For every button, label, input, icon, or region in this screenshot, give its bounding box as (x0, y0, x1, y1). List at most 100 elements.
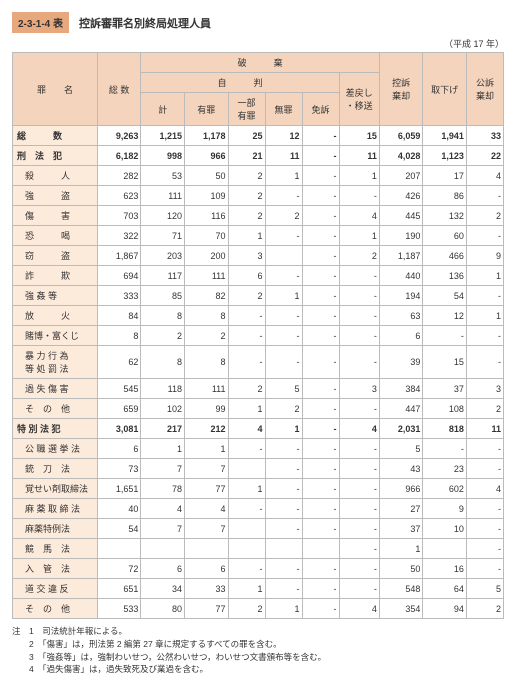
cell: 63 (379, 306, 423, 326)
cell: - (339, 479, 379, 499)
cell: - (302, 346, 339, 379)
cell: 548 (379, 579, 423, 599)
cell: - (466, 559, 503, 579)
cell: 4 (339, 419, 379, 439)
cell: - (466, 346, 503, 379)
row-label: 競 馬 法 (13, 539, 98, 559)
cell: 39 (379, 346, 423, 379)
cell: 54 (97, 519, 141, 539)
cell: 6,059 (379, 126, 423, 146)
cell: - (302, 499, 339, 519)
cell: - (339, 539, 379, 559)
cell: 84 (97, 306, 141, 326)
cell: 15 (339, 126, 379, 146)
cell: 132 (423, 206, 467, 226)
cell: 10 (423, 519, 467, 539)
cell: 71 (141, 226, 185, 246)
cell: 6 (141, 559, 185, 579)
cell: 659 (97, 399, 141, 419)
cell: - (302, 479, 339, 499)
cell: 217 (141, 419, 185, 439)
cell: 998 (141, 146, 185, 166)
row-label: 賭博・富くじ (13, 326, 98, 346)
footnote-line: 2 「傷害」は，刑法第 2 編第 27 章に規定するすべての罪を含む。 (12, 638, 504, 651)
cell: 60 (423, 226, 467, 246)
col-torisage: 取下げ (423, 53, 467, 126)
cell: - (339, 499, 379, 519)
col-kosokikyaku2: 公訴棄却 (466, 53, 503, 126)
cell: 7 (141, 459, 185, 479)
cell: - (339, 346, 379, 379)
cell: 94 (423, 599, 467, 619)
cell: 102 (141, 399, 185, 419)
cell: - (302, 419, 339, 439)
cell: - (265, 479, 302, 499)
cell: 53 (141, 166, 185, 186)
cell: - (302, 559, 339, 579)
cell: 23 (423, 459, 467, 479)
cell: - (265, 186, 302, 206)
row-label: 放 火 (13, 306, 98, 326)
cell: - (228, 346, 265, 379)
cell: 703 (97, 206, 141, 226)
cell: 1 (339, 226, 379, 246)
cell: - (423, 439, 467, 459)
col-kosokikyaku: 控訴棄却 (379, 53, 423, 126)
cell: - (302, 146, 339, 166)
cell: - (265, 579, 302, 599)
cell: 9,263 (97, 126, 141, 146)
cell: 1 (228, 399, 265, 419)
row-label: そ の 他 (13, 399, 98, 419)
cell: 108 (423, 399, 467, 419)
cell: 16 (423, 559, 467, 579)
cell: 73 (97, 459, 141, 479)
cell: 694 (97, 266, 141, 286)
cell: 15 (423, 346, 467, 379)
cell: 1,215 (141, 126, 185, 146)
col-kei: 計 (141, 93, 185, 126)
cell: 2 (466, 206, 503, 226)
row-label: 傷 害 (13, 206, 98, 226)
col-yuzai: 有罪 (184, 93, 228, 126)
cell: - (339, 186, 379, 206)
cell: - (302, 439, 339, 459)
cell: 3,081 (97, 419, 141, 439)
cell: - (302, 399, 339, 419)
cell: 4 (228, 419, 265, 439)
cell (423, 539, 467, 559)
cell: 2 (339, 246, 379, 266)
row-label: 恐 喝 (13, 226, 98, 246)
cell: 86 (423, 186, 467, 206)
cell: 116 (184, 206, 228, 226)
cell: 2 (228, 379, 265, 399)
cell: 445 (379, 206, 423, 226)
cell: - (466, 459, 503, 479)
cell: 12 (265, 126, 302, 146)
cell: 11 (265, 146, 302, 166)
cell: - (302, 166, 339, 186)
cell: 6 (184, 559, 228, 579)
cell: 2 (184, 326, 228, 346)
cell: 33 (184, 579, 228, 599)
cell: 8 (141, 306, 185, 326)
year-note: （平成 17 年） (12, 37, 504, 50)
cell: - (302, 186, 339, 206)
footnote-line: 注 1 司法統計年報による。 (12, 625, 504, 638)
row-label: 銃 刀 法 (13, 459, 98, 479)
cell: - (302, 459, 339, 479)
cell: 5 (466, 579, 503, 599)
cell: 6 (97, 439, 141, 459)
cell: 2 (228, 186, 265, 206)
cell: 11 (466, 419, 503, 439)
cell (228, 539, 265, 559)
cell: 1 (339, 166, 379, 186)
cell: - (302, 306, 339, 326)
cell: 1 (265, 419, 302, 439)
row-label: 特 別 法 犯 (13, 419, 98, 439)
cell: - (339, 306, 379, 326)
cell: 4 (466, 166, 503, 186)
cell: 85 (141, 286, 185, 306)
cell: 2 (466, 399, 503, 419)
cell: 2 (265, 399, 302, 419)
cell: 200 (184, 246, 228, 266)
